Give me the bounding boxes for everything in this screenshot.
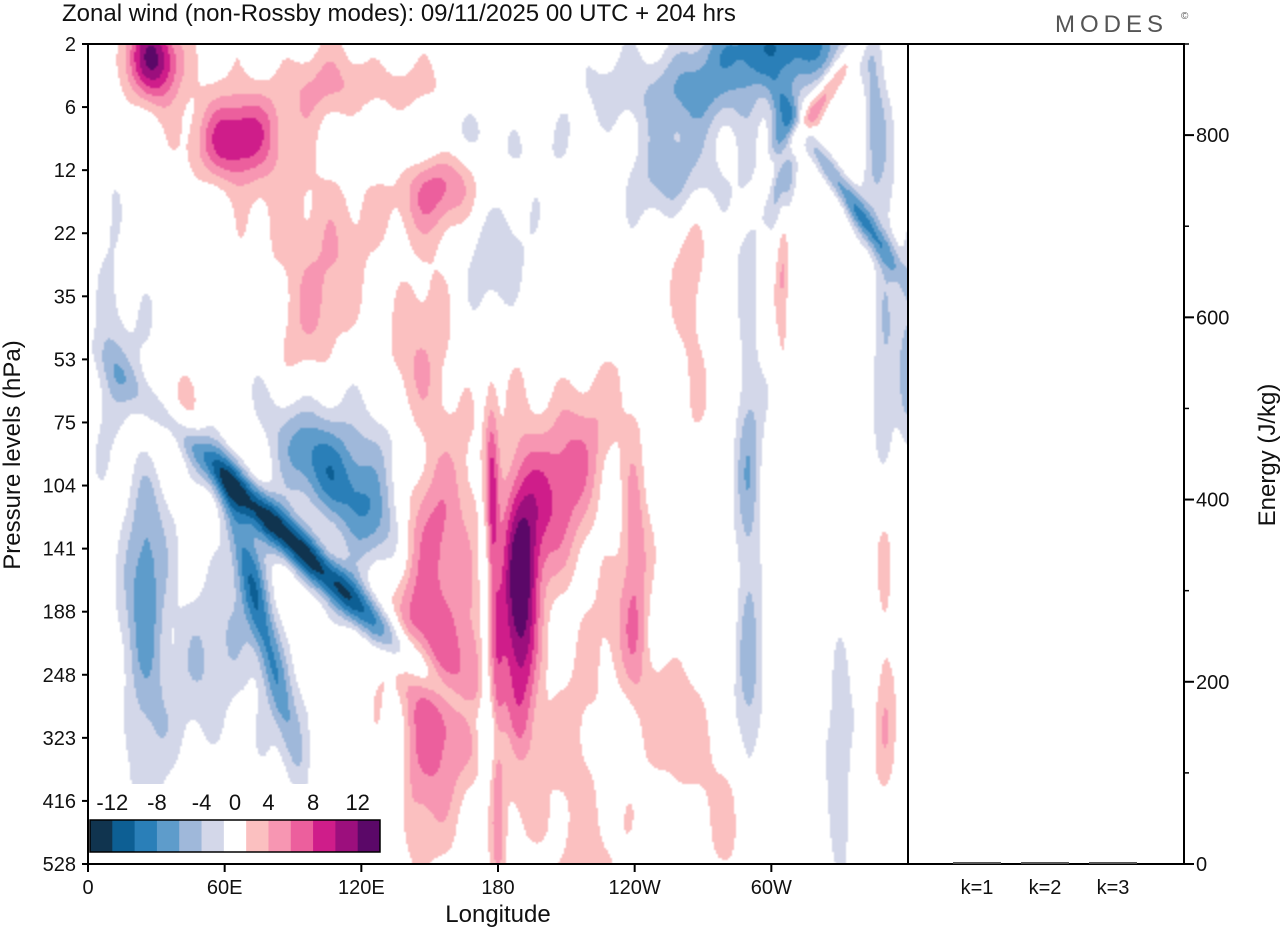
energy-tick-label: 0	[1196, 854, 1207, 876]
y-tick-label: 75	[54, 412, 76, 434]
y-tick-label: 528	[43, 854, 76, 876]
colorbar: -12 -8 -4 0 4 8 12	[86, 784, 384, 856]
colorbar-swatch	[335, 820, 359, 852]
y-tick-label: 104	[43, 476, 76, 498]
energy-tick-label: 800	[1196, 125, 1229, 147]
y-tick-label: 6	[65, 97, 76, 119]
x-tick-label: 60E	[207, 877, 243, 899]
y-tick-label: 141	[43, 539, 76, 561]
energy-bar	[1089, 862, 1137, 864]
x-tick-label: 120W	[609, 877, 661, 899]
y-tick-label: 53	[54, 349, 76, 371]
y-tick-label: 248	[43, 665, 76, 687]
energy-panel: 0 200 400 600 800 k=1 k=2 k=3 Energy (J/kg)	[907, 43, 1280, 899]
modes-logo: MODES	[1055, 11, 1168, 38]
y-axis: 2 6 12 22 35 53 75 104 141 188 248 323 416 528	[43, 34, 88, 876]
modes-logo-mark: ©	[1181, 11, 1189, 22]
colorbar-swatch	[201, 820, 225, 852]
y-axis-label: Pressure levels (hPa)	[0, 340, 26, 569]
x-tick-label: 180	[481, 877, 514, 899]
energy-category-label: k=2	[1029, 877, 1062, 899]
y-tick-label: 323	[43, 728, 76, 750]
colorbar-label: 8	[307, 790, 319, 815]
x-tick-label: 0	[82, 877, 93, 899]
colorbar-label: -8	[147, 790, 167, 815]
colorbar-label: 0	[229, 790, 241, 815]
energy-bar	[953, 862, 1001, 864]
modes-logo-text: MODES	[1055, 11, 1168, 38]
y-tick-label: 416	[43, 791, 76, 813]
energy-bar	[1021, 862, 1069, 864]
colorbar-swatch	[179, 820, 203, 852]
energy-category-label: k=1	[961, 877, 994, 899]
y-tick-label: 2	[65, 34, 76, 56]
colorbar-swatch	[357, 820, 381, 852]
energy-x-axis: k=1 k=2 k=3	[961, 877, 1130, 899]
colorbar-swatch	[156, 820, 180, 852]
colorbar-label: 12	[345, 790, 369, 815]
colorbar-swatch	[313, 820, 336, 852]
energy-axis-label: Energy (J/kg)	[1254, 384, 1280, 527]
colorbar-frame	[89, 819, 381, 853]
heatmap-field	[88, 44, 908, 864]
x-tick-label: 120E	[338, 877, 385, 899]
colorbar-swatch	[90, 820, 113, 852]
colorbar-label: -12	[96, 790, 128, 815]
colorbar-swatch	[268, 820, 292, 852]
energy-y-axis: 0 200 400 600 800	[1184, 43, 1229, 876]
colorbar-swatch	[134, 820, 158, 852]
y-tick-label: 188	[43, 602, 76, 624]
x-tick-label: 60W	[751, 877, 792, 899]
energy-tick-label: 200	[1196, 672, 1229, 694]
colorbar-label: 4	[262, 790, 274, 815]
y-tick-label: 12	[54, 160, 76, 182]
colorbar-swatch	[246, 820, 269, 852]
energy-tick-label: 600	[1196, 307, 1229, 329]
colorbar-swatch	[290, 820, 314, 852]
heatmap-panel: -12 -8 -4 0 4 8 12 0 60E 120E 180 120W 60W 26122235…	[0, 34, 909, 928]
energy-frame	[907, 43, 1185, 865]
y-tick-label: 22	[54, 223, 76, 245]
colorbar-label: -4	[192, 790, 212, 815]
energy-category-label: k=3	[1097, 877, 1130, 899]
energy-tick-label: 400	[1196, 490, 1229, 512]
y-tick-label: 35	[54, 286, 76, 308]
energy-bars	[953, 862, 1137, 864]
chart-title: Zonal wind (non-Rossby modes): 09/11/202…	[62, 0, 736, 27]
colorbar-swatch	[223, 820, 247, 852]
x-axis-label: Longitude	[445, 901, 550, 928]
colorbar-swatch	[112, 820, 136, 852]
x-axis: 0 60E 120E 180 120W 60W	[82, 864, 792, 899]
